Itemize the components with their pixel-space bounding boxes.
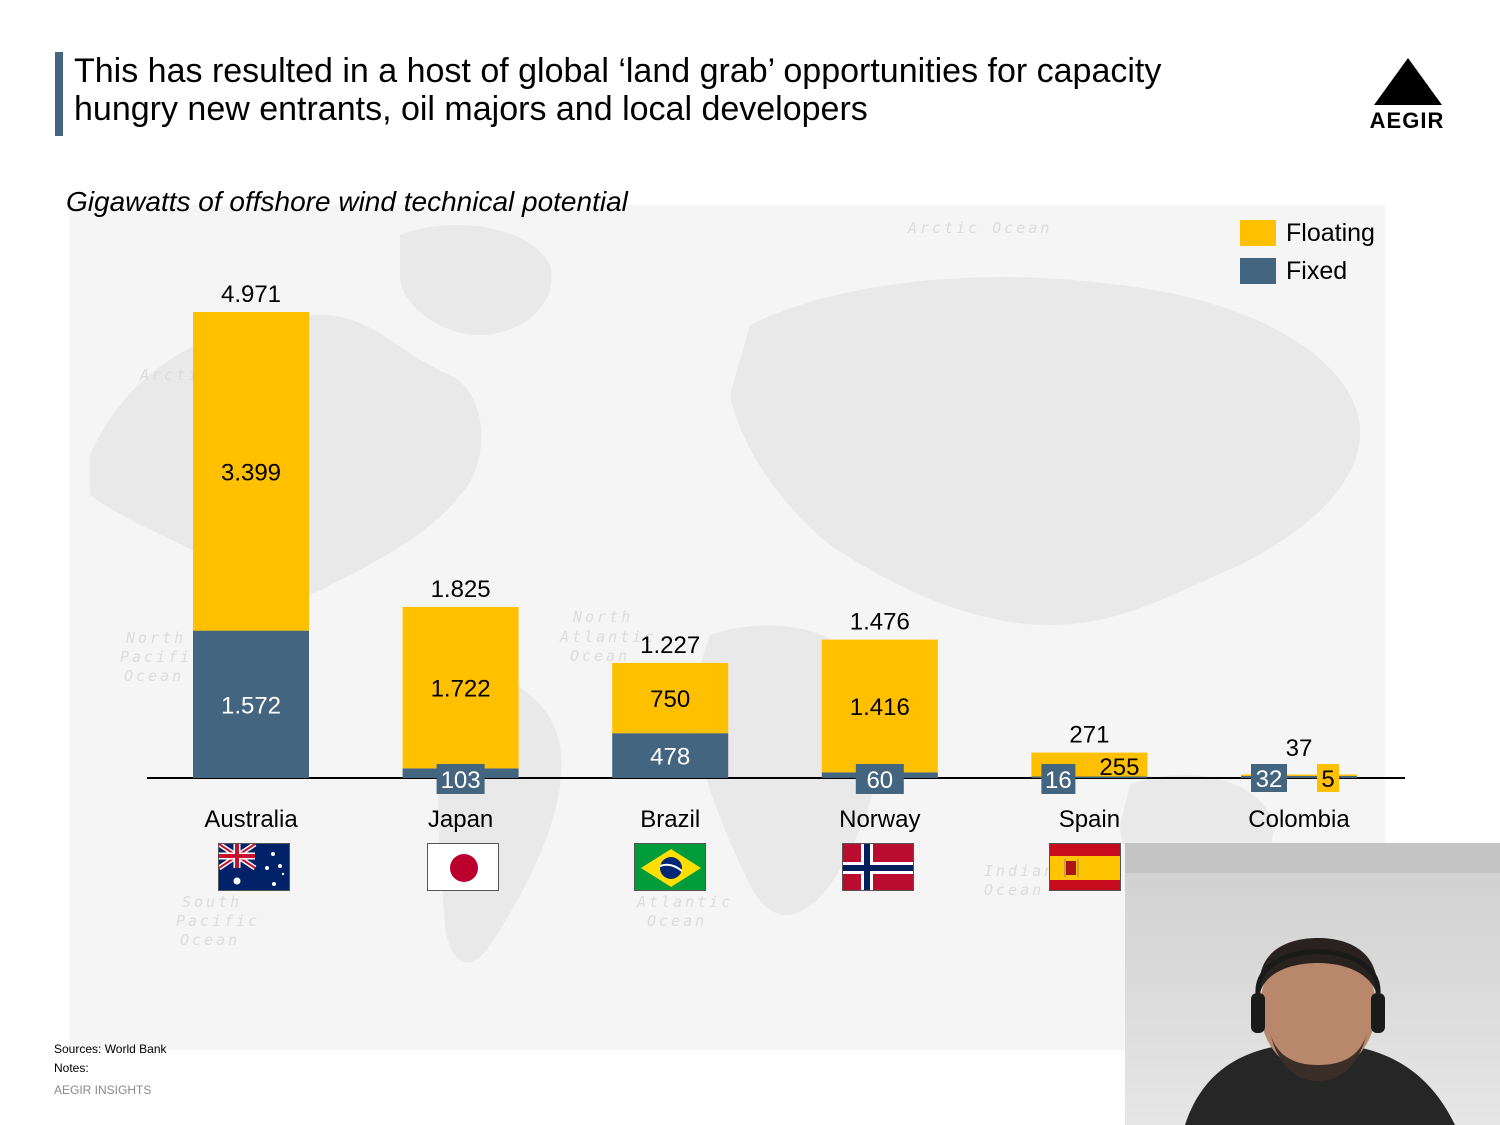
map-label-north-atlantic-1: North: [572, 608, 633, 626]
bar-total-colombia: 37: [1286, 735, 1313, 762]
webcam-video-overlay: [1125, 843, 1500, 1125]
map-label-south-pacific-1: South: [182, 893, 242, 911]
bar-label-floating-norway: 1.416: [850, 694, 910, 721]
legend-item-fixed: Fixed: [1240, 252, 1375, 290]
legend-swatch-floating: [1240, 220, 1276, 246]
bar-label-floating-australia: 3.399: [221, 459, 281, 486]
spain-flag-icon: [1049, 843, 1121, 891]
map-label-north-pacific-1: North: [125, 629, 186, 647]
map-label-atlantic-1: Atlantic: [636, 893, 733, 911]
category-label-norway: Norway: [839, 806, 920, 833]
title-line-1: This has resulted in a host of global ‘l…: [74, 52, 1162, 90]
bar-total-norway: 1.476: [850, 609, 910, 636]
norway-flag-icon: [842, 843, 914, 891]
bar-label-fixed-japan: 103: [441, 767, 481, 794]
bar-total-spain: 271: [1069, 722, 1109, 749]
bar-total-brazil: 1.227: [640, 632, 700, 659]
bar-label-box-fixed-japan: [436, 764, 485, 794]
legend-label-fixed: Fixed: [1286, 256, 1348, 285]
legend-label-floating: Floating: [1286, 218, 1375, 247]
map-label-north-pacific-3: Ocean: [124, 667, 184, 685]
bar-label-floating-colombia: 5: [1321, 766, 1334, 793]
brazil-flag-icon: [634, 843, 706, 891]
map-label-south-pacific-3: Ocean: [180, 931, 240, 949]
bar-total-japan: 1.825: [431, 576, 491, 603]
title-accent-bar: [55, 52, 63, 136]
bar-label-box-fixed-spain: [1041, 764, 1076, 794]
bar-label-floating-brazil: 750: [650, 686, 690, 713]
bar-label-fixed-norway: 60: [866, 767, 893, 794]
category-label-spain: Spain: [1059, 806, 1120, 833]
footer-sources: Sources: World Bank: [54, 1042, 167, 1056]
map-label-north-atlantic-2: Atlantic: [559, 628, 656, 646]
footer-notes: Notes:: [54, 1061, 89, 1075]
category-label-australia: Australia: [204, 806, 298, 833]
bar-label-box-floating-colombia: [1317, 764, 1339, 792]
bar-floating-japan: [402, 606, 519, 769]
bar-total-australia: 4.971: [221, 281, 281, 308]
chart-title: Gigawatts of offshore wind technical pot…: [66, 186, 628, 217]
aegir-logo-icon: [1374, 58, 1442, 105]
bar-fixed-colombia: [1241, 775, 1357, 778]
bar-label-fixed-brazil: 478: [650, 744, 690, 771]
bar-fixed-spain: [1031, 776, 1148, 778]
map-label-north-atlantic-3: Ocean: [570, 647, 630, 665]
category-label-japan: Japan: [428, 806, 493, 833]
japan-flag-icon: [427, 843, 499, 891]
chart-legend: Floating Fixed: [1240, 214, 1375, 290]
bar-floating-australia: [193, 312, 309, 631]
bar-floating-norway: [821, 639, 938, 773]
bar-fixed-brazil: [612, 733, 729, 778]
title-line-2: hungry new entrants, oil majors and loca…: [74, 90, 868, 128]
footer-brand: AEGIR INSIGHTS: [54, 1083, 152, 1097]
bar-floating-brazil: [612, 662, 729, 734]
presenter-video-icon: [1125, 843, 1500, 1125]
page-title: This has resulted in a host of global ‘l…: [74, 52, 1274, 128]
bar-fixed-australia: [193, 630, 309, 778]
map-label-south-pacific-2: Pacific: [176, 912, 260, 930]
bar-label-floating-spain: 255: [1099, 754, 1139, 781]
map-label-arctic-left: Arcti: [139, 366, 200, 384]
legend-item-floating: Floating: [1240, 214, 1375, 252]
bar-label-floating-japan: 1.722: [431, 676, 491, 703]
legend-swatch-fixed: [1240, 258, 1276, 284]
map-label-arctic: Arctic Ocean: [907, 219, 1052, 237]
logo-text: AEGIR: [1369, 108, 1445, 133]
bar-label-box-fixed-colombia: [1251, 764, 1287, 792]
australia-flag-icon: [218, 843, 290, 891]
map-label-indian-2: Ocean: [984, 881, 1044, 899]
bar-label-fixed-spain: 16: [1045, 767, 1072, 794]
bar-label-fixed-australia: 1.572: [221, 692, 281, 719]
bar-label-fixed-colombia: 32: [1256, 766, 1283, 793]
category-label-brazil: Brazil: [640, 806, 700, 833]
bar-label-box-fixed-norway: [855, 764, 904, 794]
map-label-north-pacific-2: Pacific: [120, 648, 204, 666]
category-label-colombia: Colombia: [1248, 806, 1350, 833]
map-label-atlantic-2: Ocean: [647, 912, 707, 930]
map-label-indian-1: Indian: [984, 862, 1056, 880]
bar-floating-colombia: [1241, 774, 1357, 777]
